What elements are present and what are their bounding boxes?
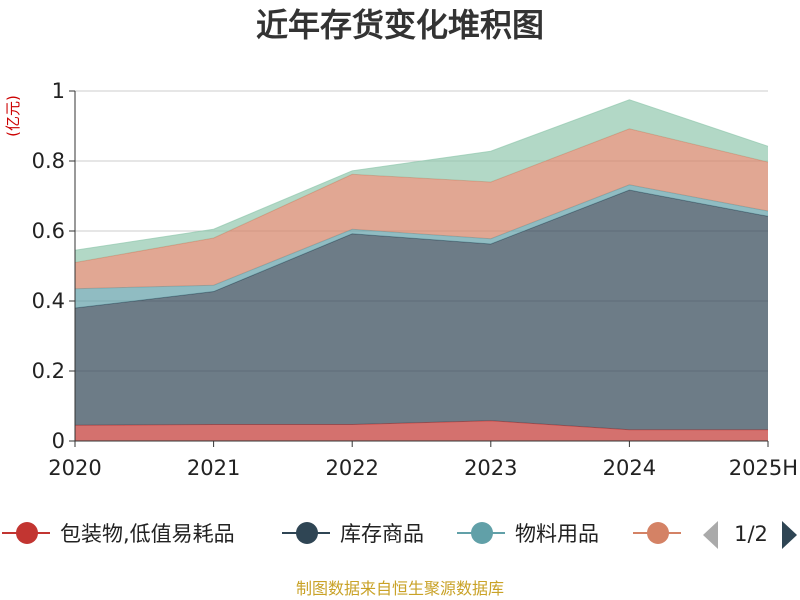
legend-item-4[interactable] (633, 522, 681, 544)
y-tick-label: 0.4 (32, 289, 65, 313)
y-tick-label: 0 (52, 429, 65, 453)
y-tick-labels: 0 0.2 0.4 0.6 0.8 1 (32, 79, 75, 453)
y-axis-unit: (亿元) (4, 95, 22, 137)
chart-title: 近年存货变化堆积图 (256, 6, 544, 44)
area-series-2 (75, 190, 768, 430)
area-series-edge-3 (74, 184, 769, 290)
x-tick-label: 2020 (48, 456, 101, 480)
axes (74, 91, 768, 442)
legend-item-1[interactable]: 包装物,低值易耗品 (2, 522, 235, 546)
x-tick-label: 2022 (325, 456, 378, 480)
x-tick-label: 2023 (464, 456, 517, 480)
y-tick-label: 0.8 (32, 149, 65, 173)
legend-marker (16, 522, 38, 544)
data-source-note: 制图数据来自恒生聚源数据库 (296, 579, 504, 598)
area-series-1 (75, 420, 768, 441)
x-tick-label: 2021 (187, 456, 240, 480)
legend-marker (296, 522, 318, 544)
legend-label: 包装物,低值易耗品 (60, 522, 235, 546)
legend-label: 库存商品 (340, 522, 424, 546)
legend-marker (647, 522, 669, 544)
y-tick-label: 1 (52, 79, 65, 103)
area-series-edge-5 (74, 99, 769, 251)
area-series-5 (75, 99, 768, 263)
area-series-4 (75, 128, 768, 289)
series-areas (74, 99, 769, 441)
legend-next-page-icon[interactable] (782, 521, 797, 549)
y-tick-label: 0.6 (32, 219, 65, 243)
legend-marker (471, 522, 493, 544)
y-tick-label: 0.2 (32, 359, 65, 383)
legend-prev-page-icon[interactable] (703, 521, 718, 549)
x-tick-label: 2025H (729, 456, 798, 480)
legend-item-3[interactable]: 物料用品 (457, 522, 599, 546)
x-tick-label: 2024 (603, 456, 656, 480)
legend-item-2[interactable]: 库存商品 (282, 522, 424, 546)
legend[interactable]: 包装物,低值易耗品 库存商品 物料用品 1/2 (2, 521, 797, 549)
x-tick-labels: 2020 2021 2022 2023 2024 2025H (48, 441, 798, 480)
area-series-3 (75, 184, 768, 308)
legend-label: 物料用品 (515, 522, 599, 546)
legend-page-indicator: 1/2 (734, 522, 768, 546)
